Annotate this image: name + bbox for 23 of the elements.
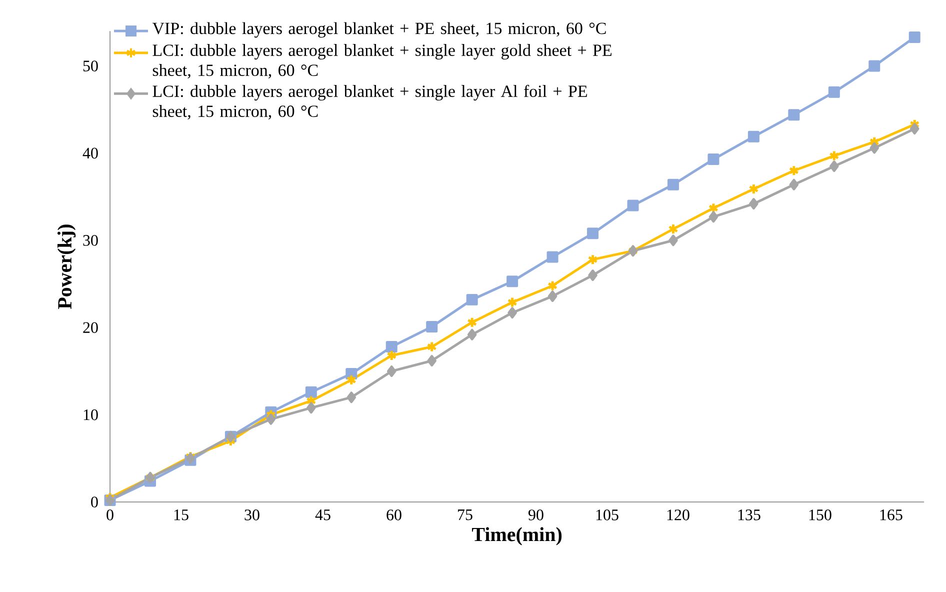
y-tick-label: 0 (91, 496, 98, 508)
x-tick-label: 60 (386, 510, 402, 520)
x-tick-label: 0 (106, 510, 114, 520)
y-tick-label: 30 (83, 235, 98, 246)
x-tick-label: 15 (174, 510, 188, 520)
x-tick-label: 75 (458, 510, 472, 520)
x-tick-label: 135 (738, 510, 760, 520)
x-axis-title: Time(min) (472, 527, 562, 546)
x-tick-label: 120 (667, 510, 690, 520)
y-tick-label: 50 (83, 60, 98, 72)
x-tick-label: 90 (528, 510, 544, 520)
y-tick-label: 40 (82, 148, 98, 159)
y-tick-label: 20 (83, 322, 98, 333)
legend-label: VIP: dubble layers aerogel blanket + PE sheet, 15 micron, 60 °C (152, 22, 606, 38)
x-tick-label: 45 (315, 510, 330, 520)
y-axis-title: Power(kj) (57, 224, 76, 309)
y-tick-label: 10 (84, 409, 98, 420)
x-tick-label: 165 (880, 510, 902, 520)
legend-label: LCI: dubble layers aerogel blanket + single layer gold sheet + PE sheet, 15 micron, 60 °C (152, 44, 612, 78)
x-tick-label: 30 (244, 510, 260, 520)
x-tick-label: 150 (809, 510, 832, 520)
x-tick-label: 105 (596, 510, 618, 520)
legend-label: LCI: dubble layers aerogel blanket + single layer Al foil + PE sheet, 15 micron, 60 °C (152, 84, 587, 120)
